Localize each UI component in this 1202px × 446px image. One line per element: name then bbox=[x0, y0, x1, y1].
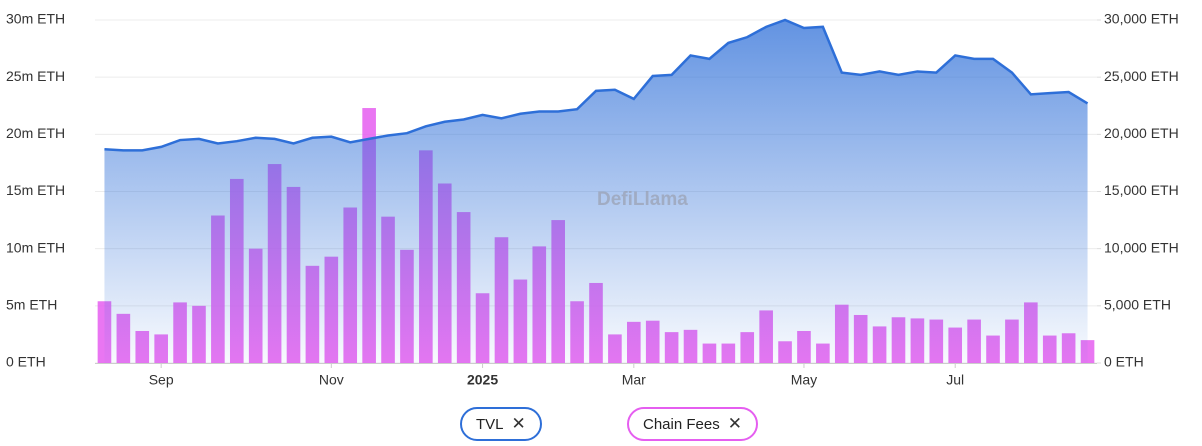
x-tick-label: Jul bbox=[946, 372, 964, 388]
line bbox=[104, 18, 1089, 152]
x-tick-label: Mar bbox=[622, 372, 646, 388]
y-tick-label: 15m ETH bbox=[6, 182, 65, 198]
y2-tick-label: 0 ETH bbox=[1104, 354, 1144, 370]
legend-item[interactable]: Chain Fees ✕ bbox=[627, 407, 758, 441]
y2-tick-label: 10,000 ETH bbox=[1104, 239, 1179, 255]
area-fill bbox=[104, 20, 1088, 363]
x-tick-label: 2025 bbox=[467, 372, 498, 388]
x-tick-label: Sep bbox=[149, 372, 174, 388]
x-tick-label: May bbox=[791, 372, 817, 388]
legend-label: Chain Fees bbox=[643, 415, 720, 433]
legend-item[interactable]: TVL ✕ bbox=[460, 407, 542, 441]
y2-tick-label: 20,000 ETH bbox=[1104, 125, 1179, 141]
y-tick-label: 25m ETH bbox=[6, 68, 65, 84]
y-tick-label: 5m ETH bbox=[6, 297, 57, 313]
remove-icon[interactable]: ✕ bbox=[727, 414, 742, 433]
y-tick-label: 10m ETH bbox=[6, 239, 65, 255]
y-tick-label: 20m ETH bbox=[6, 125, 65, 141]
watermark: DefiLlama bbox=[597, 189, 688, 210]
y2-tick-label: 25,000 ETH bbox=[1104, 68, 1179, 84]
legend-label: TVL bbox=[476, 415, 504, 433]
y2-tick-label: 30,000 ETH bbox=[1104, 11, 1179, 27]
y2-tick-label: 5,000 ETH bbox=[1104, 297, 1171, 313]
y-tick-label: 0 ETH bbox=[6, 354, 46, 370]
y2-tick-label: 15,000 ETH bbox=[1104, 182, 1179, 198]
y-tick-label: 30m ETH bbox=[6, 11, 65, 27]
x-tick-label: Nov bbox=[319, 372, 344, 388]
remove-icon[interactable]: ✕ bbox=[511, 414, 526, 433]
chart: DefiLlama 0 ETH 5m ETH 10m ETH 15m ETH 20m E… bbox=[6, 11, 1179, 388]
